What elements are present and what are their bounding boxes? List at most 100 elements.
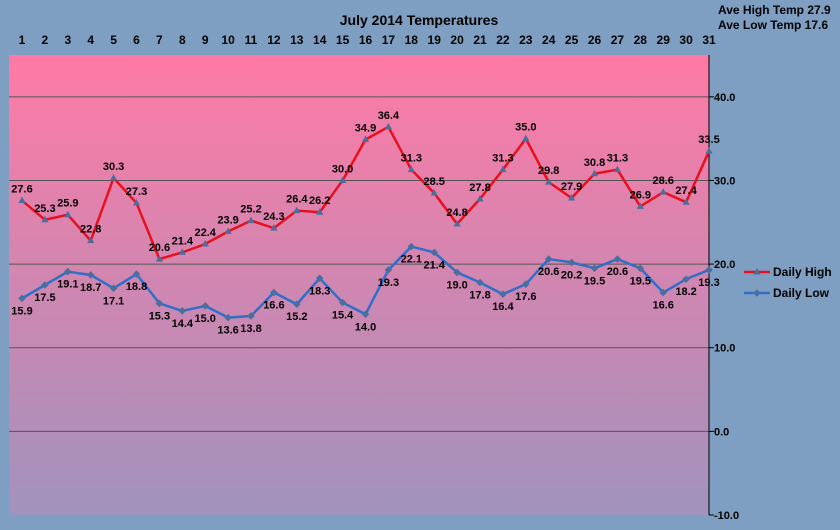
daily-high-marker — [682, 198, 690, 205]
data-label: 28.6 — [652, 175, 673, 187]
x-tick-label: 3 — [64, 33, 71, 47]
daily-low-marker — [86, 271, 95, 279]
x-tick-label: 17 — [382, 33, 396, 47]
data-label: 22.1 — [401, 254, 422, 266]
daily-high-marker — [705, 147, 713, 154]
data-label: 25.9 — [57, 198, 78, 210]
data-label: 19.0 — [446, 279, 467, 291]
data-label: 25.2 — [240, 204, 261, 216]
data-label: 15.9 — [11, 305, 32, 317]
daily-low-marker — [659, 288, 667, 297]
daily-high-marker — [293, 206, 301, 214]
daily-high-marker — [132, 199, 141, 206]
daily-low-marker — [201, 302, 209, 310]
daily-low-marker — [247, 312, 255, 320]
daily-low-marker — [41, 281, 49, 289]
daily-low-marker — [590, 264, 599, 273]
legend-daily-low-marker — [753, 289, 761, 297]
data-label: 17.5 — [34, 292, 55, 304]
daily-low-marker — [18, 294, 26, 303]
data-label: 14.4 — [172, 318, 194, 330]
legend-daily-low-label: Daily Low — [773, 286, 830, 300]
data-label: 19.3 — [378, 277, 399, 289]
daily-high-marker — [545, 178, 553, 185]
data-label: 23.9 — [217, 214, 238, 226]
daily-high-marker — [453, 219, 461, 227]
daily-high-marker — [590, 169, 599, 177]
daily-high-marker — [155, 255, 163, 262]
data-label: 30.0 — [332, 163, 353, 175]
daily-low-marker — [224, 313, 232, 322]
data-label: 16.4 — [492, 301, 514, 313]
daily-high-marker — [522, 134, 530, 142]
daily-low-marker — [705, 266, 713, 274]
y-tick-label: 0.0 — [714, 426, 729, 438]
daily-low-marker — [293, 300, 301, 309]
data-label: 20.6 — [607, 266, 628, 278]
x-tick-label: 13 — [290, 33, 304, 47]
x-tick-label: 29 — [657, 33, 671, 47]
daily-low-marker — [109, 284, 118, 293]
data-label: 18.3 — [309, 285, 330, 297]
daily-high-marker — [568, 194, 576, 201]
data-label: 28.5 — [423, 176, 444, 188]
x-tick-label: 8 — [179, 33, 186, 47]
data-label: 18.8 — [126, 281, 147, 293]
x-tick-label: 7 — [156, 33, 163, 47]
data-label: 19.5 — [584, 275, 605, 287]
daily-low-marker — [132, 270, 141, 278]
x-tick-label: 18 — [405, 33, 419, 47]
data-label: 24.3 — [263, 211, 284, 223]
y-tick-label: -10.0 — [714, 510, 739, 522]
data-label: 15.0 — [194, 313, 215, 325]
data-label: 21.4 — [172, 235, 194, 247]
legend-daily-high-label: Daily High — [773, 265, 832, 279]
daily-high-marker — [499, 165, 507, 173]
chart-title: July 2014 Temperatures — [340, 12, 499, 28]
x-tick-label: 9 — [202, 33, 209, 47]
data-label: 31.3 — [492, 153, 513, 165]
data-label: 20.6 — [149, 242, 170, 254]
data-label: 17.8 — [469, 289, 490, 301]
x-tick-label: 2 — [42, 33, 49, 47]
daily-high-marker — [18, 196, 26, 204]
data-label: 15.2 — [286, 311, 307, 323]
daily-high-marker — [224, 227, 232, 234]
data-label: 24.8 — [446, 207, 467, 219]
daily-low-marker — [361, 310, 370, 319]
daily-high-marker — [64, 210, 72, 218]
data-label: 17.1 — [103, 295, 124, 307]
daily-high-marker — [316, 208, 324, 215]
data-label: 36.4 — [378, 110, 400, 122]
x-tick-label: 21 — [473, 33, 487, 47]
x-tick-label: 20 — [450, 33, 464, 47]
daily-low-marker — [315, 274, 324, 283]
x-tick-label: 4 — [87, 33, 94, 47]
daily-low-marker — [567, 258, 576, 267]
y-tick-label: 30.0 — [714, 175, 735, 187]
x-tick-label: 10 — [221, 33, 235, 47]
y-tick-label: 10.0 — [714, 343, 735, 355]
data-label: 29.8 — [538, 165, 559, 177]
data-label: 26.4 — [286, 194, 308, 206]
data-label: 35.0 — [515, 122, 536, 134]
daily-high-marker — [361, 135, 370, 142]
data-label: 18.7 — [80, 282, 101, 294]
daily-low-marker — [407, 242, 416, 251]
data-label: 27.3 — [126, 186, 147, 198]
data-label: 15.3 — [149, 310, 170, 322]
data-label: 26.2 — [309, 195, 330, 207]
data-label: 27.6 — [11, 184, 32, 196]
data-label: 19.1 — [57, 279, 78, 291]
daily-high-marker — [270, 224, 278, 231]
data-label: 27.8 — [469, 182, 490, 194]
daily-low-marker — [522, 280, 530, 288]
y-tick-label: 40.0 — [714, 92, 735, 104]
data-label: 17.6 — [515, 291, 536, 303]
x-tick-label: 27 — [611, 33, 625, 47]
daily-low-marker — [682, 275, 690, 283]
daily-high-marker — [659, 188, 667, 195]
data-label: 20.2 — [561, 269, 582, 281]
daily-high-marker — [430, 189, 438, 196]
